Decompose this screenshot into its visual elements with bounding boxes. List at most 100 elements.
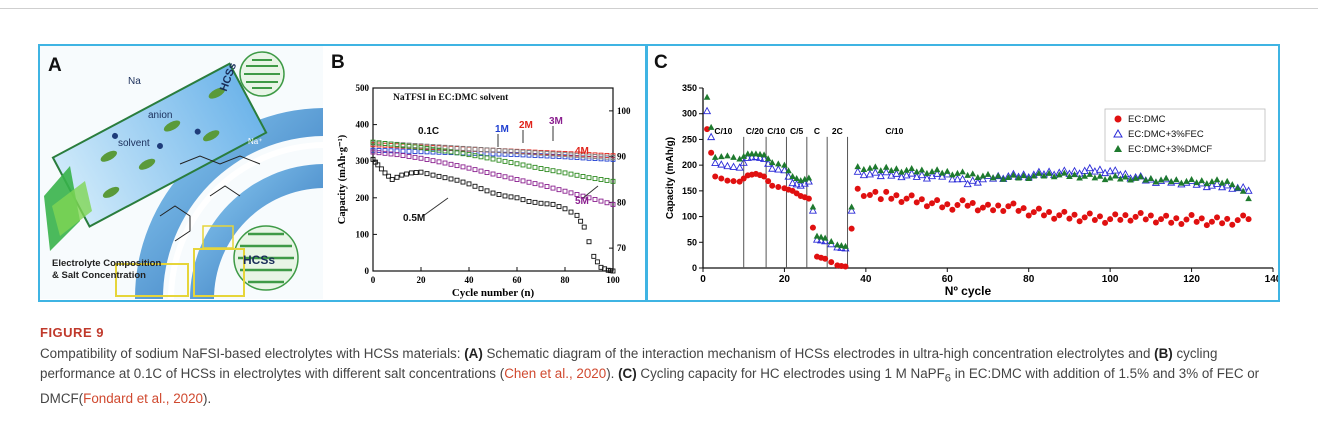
point-ec-dmc-3-dmcf — [711, 153, 719, 160]
point-ec-dmc-3-fec — [711, 158, 720, 167]
y-axis-label: Capacity (mAh/g) — [665, 137, 676, 219]
point-ec-dmc-3-fec — [755, 153, 765, 161]
point-ec-dmc — [1010, 200, 1017, 207]
point-ec-dmc — [1025, 212, 1032, 219]
y2-tick-label: 70 — [617, 243, 627, 253]
point-05M — [526, 199, 532, 204]
point-ec-dmc — [893, 192, 900, 199]
y-tick-label: 300 — [682, 109, 697, 119]
point-ec-dmc — [1015, 207, 1022, 214]
point-3M — [604, 154, 610, 160]
y-tick-label: 0 — [365, 266, 370, 276]
y-tick-label: 500 — [356, 83, 370, 93]
label-electrolyte-1: Electrolyte Composition — [52, 258, 161, 269]
point-ec-dmc-3-fec — [912, 172, 921, 180]
point-ec-dmc — [1234, 217, 1241, 224]
point-ec-dmc-3-dmcf — [1208, 178, 1216, 185]
point-ec-dmc — [913, 199, 920, 206]
figure-caption: Compatibility of sodium NaFSI-based elec… — [40, 344, 1285, 409]
legend-label: EC:DMC — [1128, 114, 1166, 125]
point-ec-dmc-3-dmcf — [1045, 169, 1053, 176]
point-3M — [430, 144, 436, 150]
point-ec-dmc — [1219, 220, 1226, 227]
point-5M — [460, 164, 466, 170]
legend-label: EC:DMC+3%DMCF — [1128, 144, 1212, 155]
point-ec-dmc-3-dmcf — [969, 170, 977, 177]
note-05m: 0.5M — [403, 213, 425, 224]
y2-tick-label: 80 — [617, 197, 627, 207]
y-tick-label: 200 — [356, 193, 370, 203]
point-ec-dmc — [1214, 214, 1221, 221]
point-3M — [436, 144, 442, 150]
point-ec-dmc-3-fec — [739, 158, 748, 166]
point-05M — [424, 171, 430, 177]
point-4M — [466, 152, 472, 158]
point-ec-dmc — [1208, 218, 1215, 225]
point-4M — [376, 140, 382, 146]
point-4M — [544, 167, 550, 173]
point-1M — [400, 148, 406, 154]
point-05M — [591, 253, 597, 259]
point-ec-dmc-3-dmcf — [979, 172, 987, 179]
point-4M — [556, 169, 562, 175]
point-4M — [424, 146, 430, 151]
point-5M — [520, 178, 526, 184]
point-ec-dmc — [1229, 221, 1236, 228]
point-1M — [502, 151, 508, 157]
point-1M — [514, 152, 520, 158]
point-ec-dmc — [918, 196, 925, 203]
x-tick-label: 40 — [465, 275, 475, 285]
citation-link[interactable]: Chen et al., 2020 — [504, 366, 607, 381]
point-ec-dmc — [1158, 216, 1165, 223]
rate-label: C/5 — [790, 126, 804, 136]
x-tick-label: 80 — [1023, 274, 1035, 285]
point-ec-dmc-3-dmcf — [877, 167, 885, 174]
point-ec-dmc-3-dmcf — [872, 163, 879, 170]
point-4M — [550, 168, 556, 174]
point-ec-dmc — [883, 188, 890, 195]
point-4M — [442, 148, 448, 154]
rate-label: C/10 — [767, 126, 785, 136]
y-axis-label: Capacity (mAh·g⁻¹) — [337, 134, 348, 224]
point-ec-dmc — [1020, 205, 1027, 212]
point-ec-dmc-3-fec — [917, 170, 926, 179]
point-ec-dmc-3-dmcf — [1203, 180, 1211, 187]
caption-text: ). — [203, 390, 212, 406]
panel-a: A Na anion solvent HCSs HCSs Na⁺ Electro… — [40, 46, 323, 300]
point-ec-dmc-3-dmcf — [752, 150, 760, 157]
point-3M — [478, 147, 484, 152]
rate-label: 2C — [832, 126, 843, 136]
point-ec-dmc-3-fec — [768, 164, 777, 172]
citation-link[interactable]: Fondard et al., 2020 — [83, 390, 203, 406]
x-tick-label: 20 — [779, 274, 791, 285]
x-axis-label: Nº cycle — [945, 284, 992, 298]
point-ec-dmc-3-dmcf — [1117, 175, 1124, 182]
point-5M — [490, 171, 496, 177]
point-05M — [532, 199, 538, 205]
point-3M — [520, 149, 526, 155]
point-05M — [399, 172, 405, 178]
panel-a-schematic: A Na anion solvent HCSs HCSs Na⁺ Electro… — [40, 46, 323, 299]
point-4M — [526, 163, 532, 169]
point-1M — [520, 152, 526, 158]
point-05M — [578, 218, 584, 224]
point-ec-dmc-3-dmcf — [1239, 187, 1247, 194]
caption-ref-b: (B) — [1154, 346, 1173, 361]
point-3M — [496, 148, 502, 154]
point-5M — [592, 196, 598, 202]
note-5m: 5M — [575, 196, 589, 207]
point-ec-dmc — [1168, 219, 1175, 226]
point-ec-dmc-3-dmcf — [1213, 176, 1221, 183]
point-ec-dmc — [730, 178, 737, 185]
point-ec-dmc-3-fec — [897, 172, 906, 181]
point-ec-dmc-3-dmcf — [1223, 177, 1231, 184]
point-1M — [388, 148, 394, 154]
point-ec-dmc-3-dmcf — [1137, 173, 1144, 180]
point-ec-dmc-3-dmcf — [1193, 179, 1200, 186]
point-ec-dmc — [1137, 209, 1144, 216]
point-1M — [418, 149, 424, 155]
point-ec-dmc — [1240, 212, 1247, 219]
point-ec-dmc-3-dmcf — [1183, 177, 1190, 184]
point-05M — [454, 177, 460, 183]
point-5M — [610, 201, 616, 207]
